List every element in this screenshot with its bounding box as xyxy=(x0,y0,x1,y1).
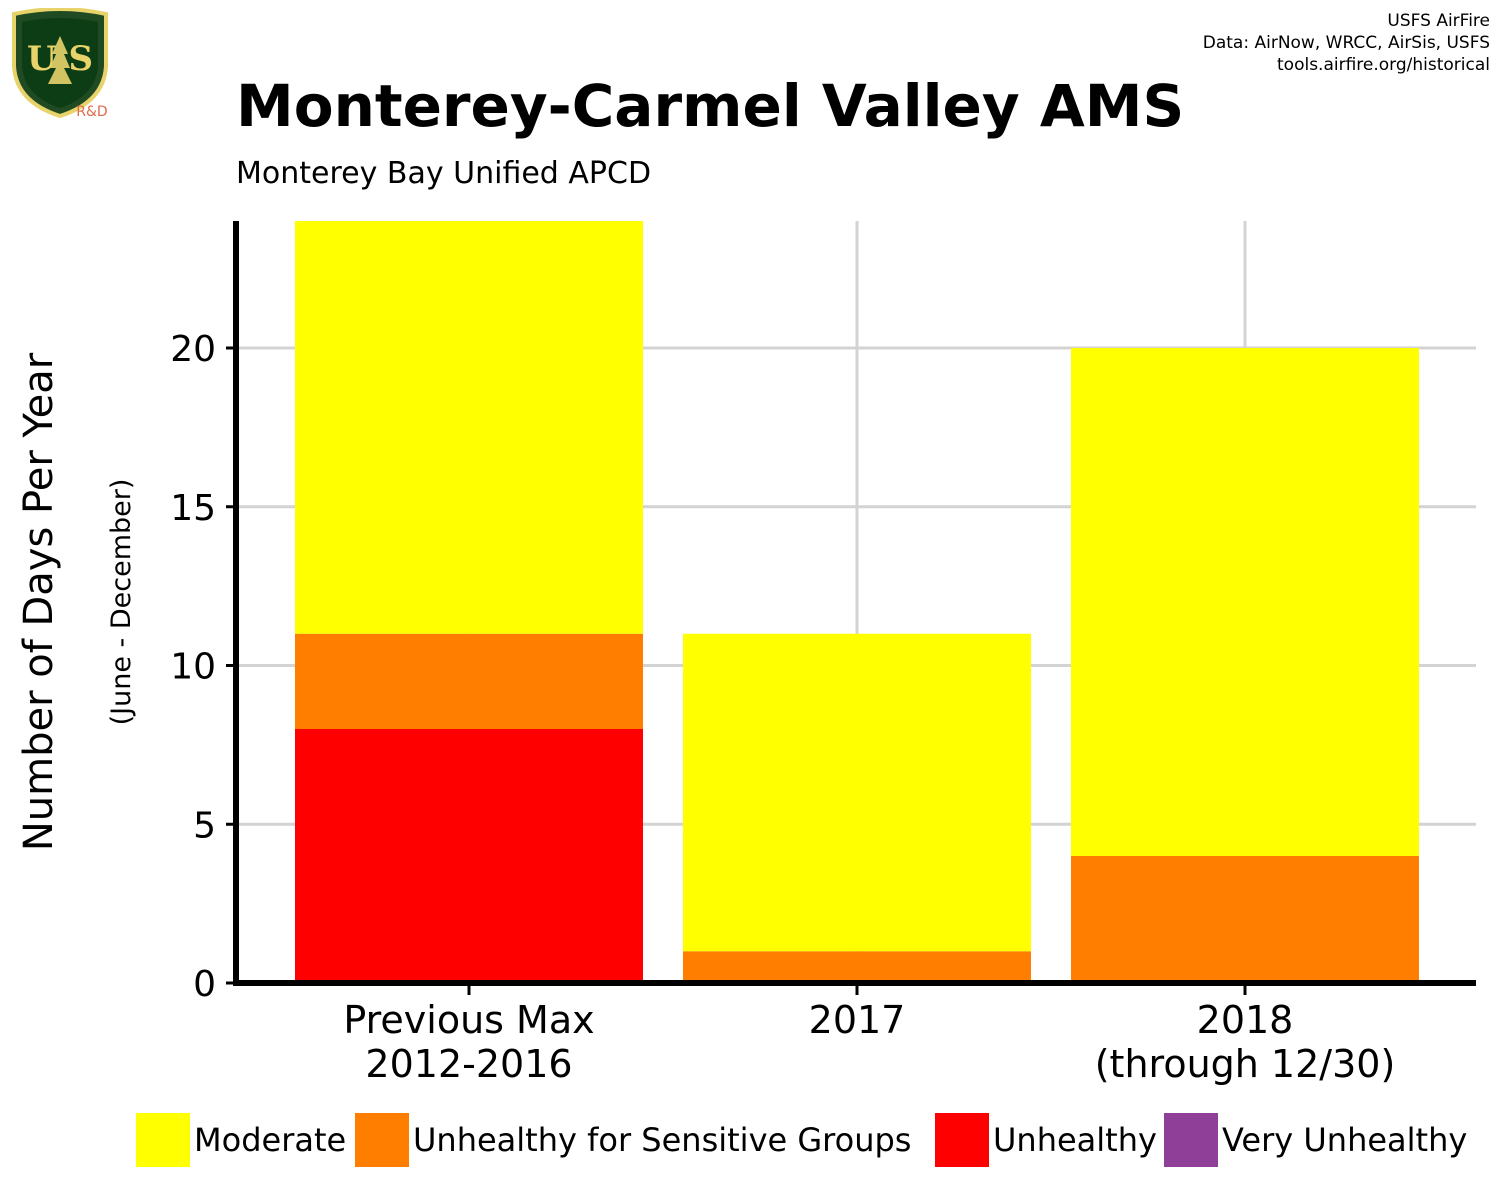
bar-segment xyxy=(295,221,643,634)
legend-swatch xyxy=(1164,1113,1218,1167)
legend-label: Very Unhealthy xyxy=(1222,1121,1468,1159)
logo-tag: R&D xyxy=(76,104,107,120)
legend-item: Moderate xyxy=(136,1112,346,1168)
bars xyxy=(295,221,1419,983)
chart-subtitle: Monterey Bay Unified APCD xyxy=(236,156,652,191)
legend-item: Very Unhealthy xyxy=(1164,1112,1467,1168)
legend-item: Unhealthy for Sensitive Groups xyxy=(355,1112,911,1168)
bar-segment xyxy=(683,951,1031,983)
bar-segment xyxy=(295,729,643,983)
y-tick-labels: 0 5 10 15 20 xyxy=(170,329,216,1005)
y-tick-label: 5 xyxy=(193,805,216,846)
bar-segment xyxy=(1071,348,1419,856)
x-tick-label: 2012-2016 xyxy=(365,1042,572,1086)
y-tick-label: 0 xyxy=(193,964,216,1005)
y-axis-sublabel: (June - December) xyxy=(106,479,137,726)
credit-line: tools.airfire.org/historical xyxy=(1277,55,1490,75)
usfs-logo: U S R&D xyxy=(12,8,108,120)
x-tick-label: (through 12/30) xyxy=(1095,1042,1396,1086)
bar-segment xyxy=(683,633,1031,952)
bar-segment xyxy=(295,633,643,729)
credit-line: USFS AirFire xyxy=(1387,11,1490,31)
legend-swatch xyxy=(136,1113,190,1167)
x-tick-label: 2017 xyxy=(809,998,906,1042)
legend-swatch xyxy=(355,1113,409,1167)
legend-item: Unhealthy xyxy=(935,1112,1157,1168)
y-tick-label: 10 xyxy=(170,647,216,688)
legend-swatch xyxy=(935,1113,989,1167)
credit-line: Data: AirNow, WRCC, AirSis, USFS xyxy=(1202,33,1490,53)
legend-label: Moderate xyxy=(194,1121,347,1159)
credits: USFS AirFire Data: AirNow, WRCC, AirSis,… xyxy=(1203,10,1490,76)
axes xyxy=(226,221,1476,995)
y-tick-label: 15 xyxy=(170,488,216,529)
y-axis-label: Number of Days Per Year xyxy=(16,352,62,851)
legend-label: Unhealthy for Sensitive Groups xyxy=(413,1121,912,1159)
x-tick-label: Previous Max xyxy=(343,998,594,1042)
bar-segment xyxy=(1071,856,1419,983)
chart-title: Monterey-Carmel Valley AMS xyxy=(236,72,1185,140)
y-tick-label: 20 xyxy=(170,329,216,370)
legend: Moderate Unhealthy for Sensitive Groups Un… xyxy=(0,1112,1500,1170)
x-tick-label: 2018 xyxy=(1197,998,1294,1042)
legend-label: Unhealthy xyxy=(993,1121,1157,1159)
